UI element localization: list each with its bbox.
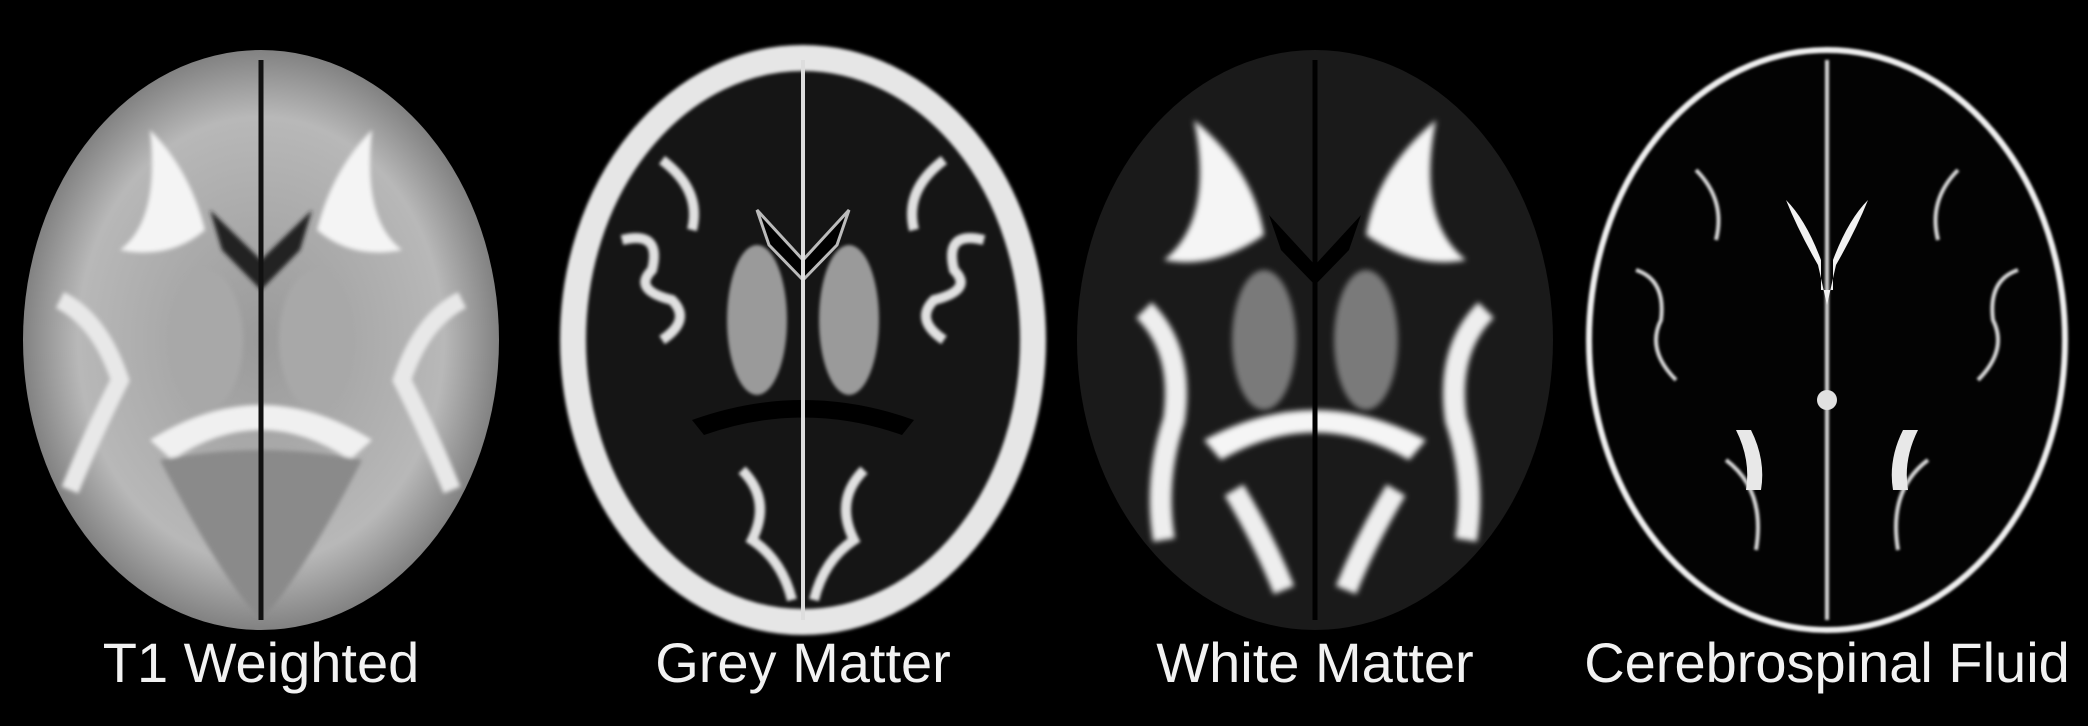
panel-cerebrospinal-fluid: Cerebrospinal Fluid bbox=[1566, 0, 2088, 726]
panel-white-matter: White Matter bbox=[1054, 0, 1576, 726]
caption-t1-weighted: T1 Weighted bbox=[102, 631, 420, 694]
panel-t1-weighted: T1 Weighted bbox=[0, 0, 522, 726]
caption-grey-matter: Grey Matter bbox=[655, 631, 951, 694]
white-matter-brain-image bbox=[1077, 50, 1553, 630]
grey-matter-brain-image bbox=[560, 45, 1046, 635]
cerebrospinal-fluid-brain-image bbox=[1586, 47, 2068, 633]
t1-weighted-brain-image bbox=[23, 50, 499, 630]
panel-grey-matter: Grey Matter bbox=[542, 0, 1064, 726]
caption-white-matter: White Matter bbox=[1156, 631, 1474, 694]
caption-cerebrospinal-fluid: Cerebrospinal Fluid bbox=[1584, 631, 2070, 694]
